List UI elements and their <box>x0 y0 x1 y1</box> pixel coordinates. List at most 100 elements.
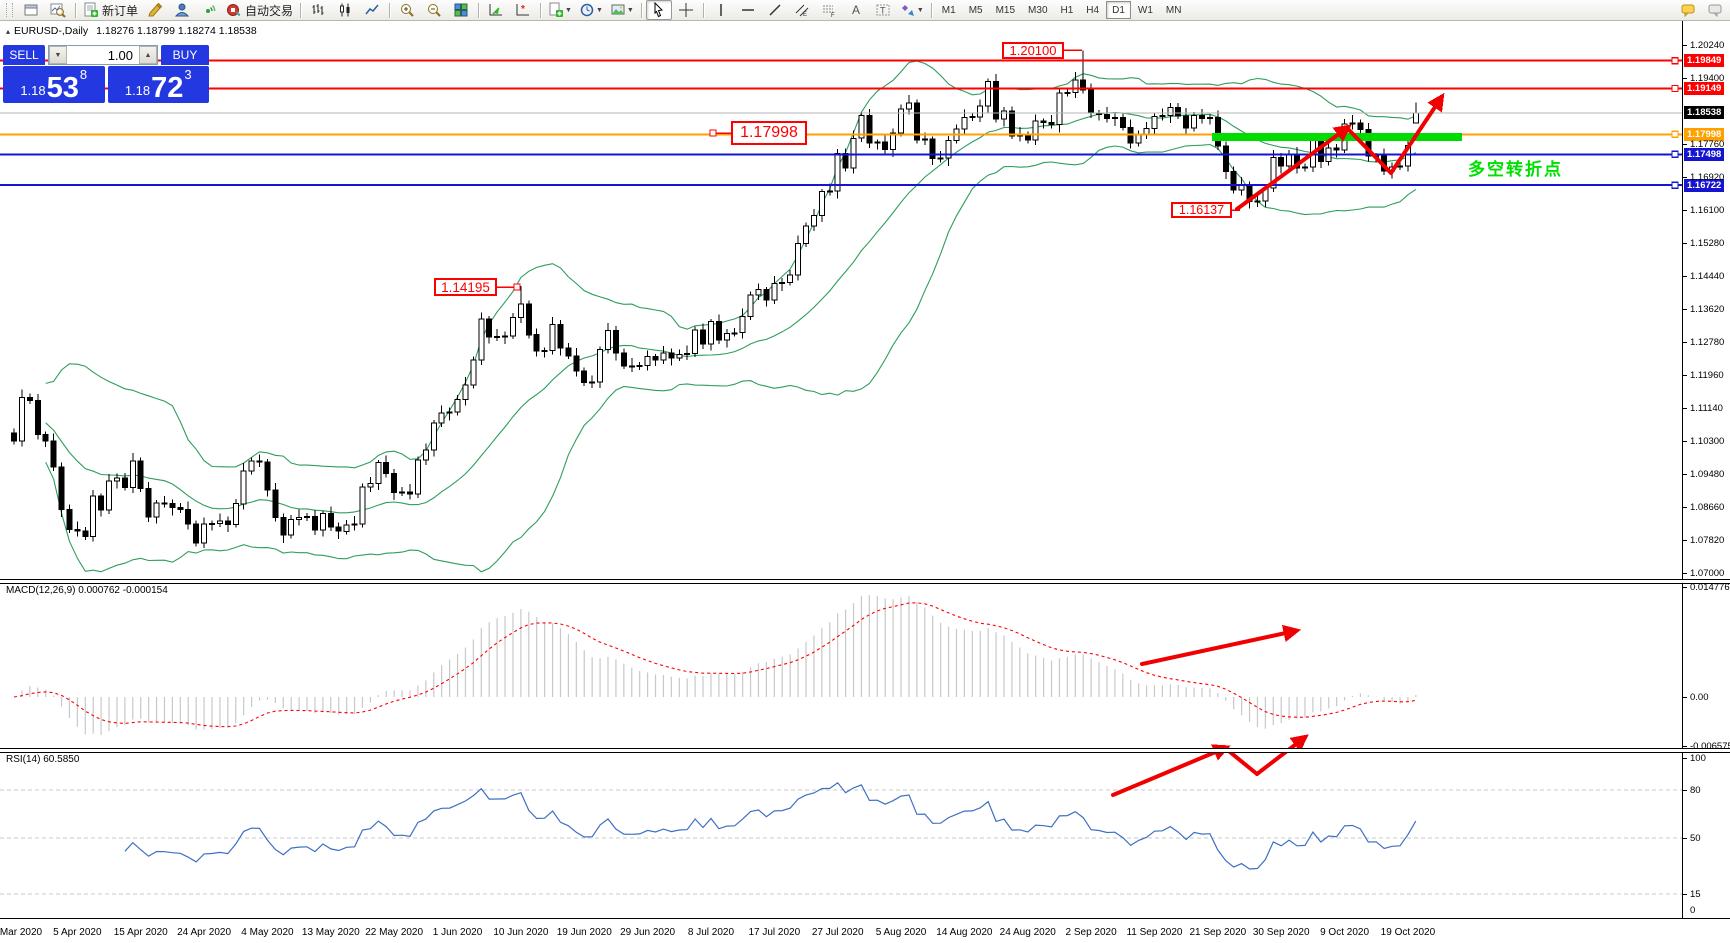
new-chart-icon <box>24 4 38 16</box>
volume-input[interactable]: 1.00 <box>107 47 133 63</box>
horizontal-level-lines[interactable] <box>0 56 1682 189</box>
price-badge: 1.16722 <box>1684 178 1725 192</box>
svg-text:F: F <box>831 13 835 18</box>
zoom-in-icon <box>401 4 414 17</box>
price-annotation-label[interactable]: 1.17998 <box>731 121 807 145</box>
profiles-icon <box>50 3 66 18</box>
toolbar-grip[interactable] <box>6 3 13 17</box>
new-chart-button[interactable] <box>18 0 44 20</box>
trendline-button[interactable] <box>762 0 788 20</box>
annotation-connectors <box>497 49 1240 291</box>
price-tick-label: 1.19400 <box>1690 73 1725 85</box>
tab-timeframe-M1[interactable]: M1 <box>941 4 956 16</box>
crosshair-button[interactable] <box>673 0 699 20</box>
trend-arrows[interactable] <box>1111 92 1445 797</box>
date-label: 10 Jun 2020 <box>493 927 549 938</box>
price-badge: 1.19849 <box>1684 54 1725 68</box>
price-tick <box>1683 276 1687 278</box>
metaeditor-button[interactable] <box>142 0 168 20</box>
arrows-shapes-button[interactable]: ▼ <box>897 0 927 20</box>
text-button[interactable]: A <box>843 0 869 20</box>
rsi-panel-splitter[interactable] <box>0 748 1730 753</box>
horizontal-line-button[interactable] <box>735 0 761 20</box>
chevron-down-icon: ▼ <box>626 6 634 14</box>
buy-price-big: 72 <box>151 72 184 104</box>
price-axis[interactable]: 1.19849 1.19149 1.18538 1.17998 1.17498 1.167… <box>1682 21 1730 922</box>
date-axis[interactable]: 26 Mar 2020 5 Apr 2020 15 Apr 2020 24 Apr 2… <box>0 922 1730 943</box>
vertical-line-icon <box>720 4 722 16</box>
objects-icon: * <box>516 4 530 16</box>
tile-windows-button[interactable] <box>448 0 474 20</box>
tab-timeframe-H4[interactable]: H4 <box>1086 4 1100 16</box>
autotrading-button[interactable]: 自动交易 <box>223 0 296 20</box>
templates-button[interactable]: ▼ <box>607 0 637 20</box>
text-label-button[interactable]: T <box>870 0 896 20</box>
vertical-line-button[interactable] <box>708 0 734 20</box>
tab-timeframe-M5[interactable]: M5 <box>968 4 983 16</box>
price-tick <box>1683 45 1687 46</box>
macd-panel-splitter[interactable] <box>0 579 1730 584</box>
cursor-button[interactable] <box>645 0 672 20</box>
zoom-out-button[interactable] <box>421 0 447 20</box>
new-order-button[interactable]: 新订单 <box>80 0 141 20</box>
macd-value-1: 0.000762 <box>78 585 120 596</box>
price-tick <box>1683 177 1687 179</box>
add-indicator-button[interactable]: ▼ <box>545 0 575 20</box>
price-annotation-label[interactable]: 1.16137 <box>1171 202 1232 218</box>
buy-price-button[interactable]: 1.18 72 3 <box>107 66 209 104</box>
price-annotation-label[interactable]: 1.20100 <box>1002 42 1064 59</box>
strategy-tester-button[interactable] <box>169 0 195 20</box>
chevron-down-icon: ▼ <box>595 6 603 14</box>
price-badge: 1.19149 <box>1684 81 1725 95</box>
equidistant-channel-button[interactable]: E <box>789 0 815 20</box>
tab-timeframe-M15[interactable]: M15 <box>995 4 1016 16</box>
date-label: 15 Apr 2020 <box>113 927 168 938</box>
date-label: 4 May 2020 <box>241 927 294 938</box>
tab-timeframe-M30[interactable]: M30 <box>1028 4 1048 16</box>
price-tick <box>1683 242 1687 244</box>
tab-timeframe-W1[interactable]: W1 <box>1137 4 1153 16</box>
sell-price-sup: 8 <box>79 67 88 82</box>
chat-icon <box>1681 4 1695 18</box>
periods-button[interactable]: ▼ <box>576 0 606 20</box>
bar-chart-type-button[interactable] <box>305 0 331 20</box>
macd-axis-tick <box>1683 746 1687 747</box>
tab-timeframe-MN[interactable]: MN <box>1165 4 1182 16</box>
buy-button[interactable]: BUY <box>161 45 209 65</box>
shapes-icon <box>901 5 914 16</box>
tab-timeframe-D1[interactable]: D1 <box>1106 1 1131 19</box>
indicators-list-button[interactable] <box>483 0 509 20</box>
price-tick-label: 1.13620 <box>1690 303 1725 315</box>
macd-axis-label: 0.014776 <box>1690 582 1730 593</box>
date-label: 29 Jun 2020 <box>620 927 676 938</box>
volume-increase-button[interactable]: ▲ <box>139 46 157 64</box>
sell-button[interactable]: SELL <box>3 45 45 65</box>
autotrading-label: 自动交易 <box>245 3 294 18</box>
tab-timeframe-H1[interactable]: H1 <box>1060 4 1074 16</box>
profiles-button[interactable] <box>45 0 71 20</box>
macd-axis-label: -0.006575 <box>1690 741 1730 752</box>
main-toolbar: 新订单 自动交易 <box>0 0 1730 21</box>
line-chart-type-button[interactable] <box>359 0 385 20</box>
date-label: 30 Sep 2020 <box>1252 927 1310 938</box>
zoom-in-button[interactable] <box>394 0 420 20</box>
chart-canvas[interactable] <box>0 0 1682 943</box>
price-tick <box>1683 308 1687 310</box>
price-tick-label: 1.12780 <box>1690 337 1725 349</box>
sell-price-button[interactable]: 1.18 53 8 <box>3 66 105 103</box>
price-badge: 1.17498 <box>1684 147 1725 161</box>
date-label: 22 May 2020 <box>365 927 424 938</box>
fibonacci-button[interactable]: F <box>816 0 842 20</box>
chevron-down-icon: ▼ <box>565 6 572 14</box>
chat-button[interactable] <box>1675 0 1701 20</box>
date-label: 14 Aug 2020 <box>936 927 993 938</box>
bar-chart-icon <box>312 4 324 15</box>
candlestick-chart-type-button[interactable] <box>332 0 358 20</box>
volume-decrease-button[interactable]: ▼ <box>49 46 67 64</box>
signals-button[interactable] <box>196 0 222 20</box>
community-button[interactable] <box>1702 0 1728 20</box>
price-annotation-label[interactable]: 1.14195 <box>434 278 497 296</box>
channel-icon: E <box>795 4 809 18</box>
objects-list-button[interactable]: * <box>510 0 536 20</box>
